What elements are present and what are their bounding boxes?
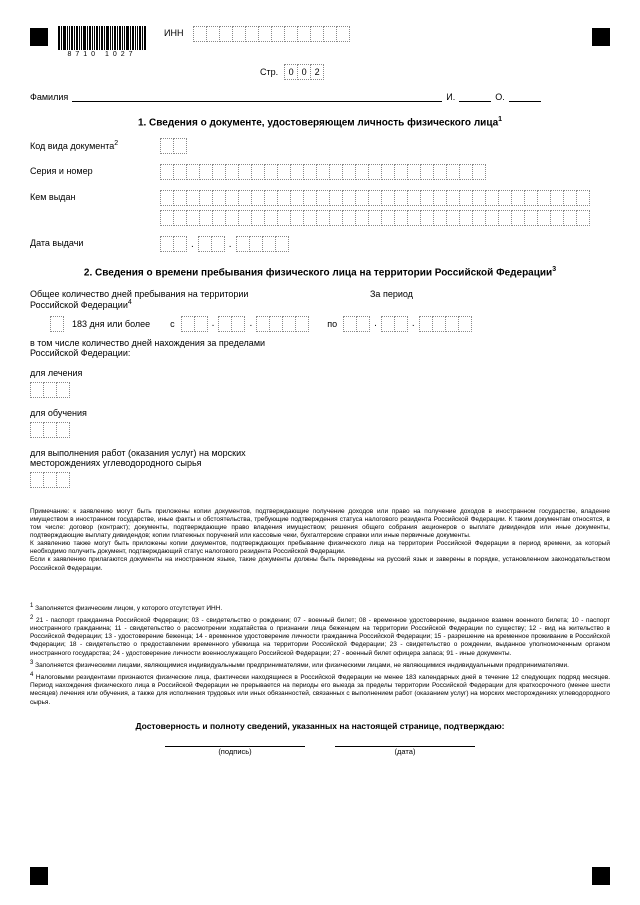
marker-top-right xyxy=(592,28,610,46)
i-line[interactable] xyxy=(459,90,491,102)
footnotes: 1 Заполняется физическим лицом, у которо… xyxy=(30,603,610,707)
code-cells[interactable] xyxy=(160,138,187,154)
page-cells: 0 0 2 xyxy=(284,64,324,80)
series-cells[interactable] xyxy=(160,164,486,180)
treatment-block: для лечения xyxy=(30,368,610,398)
confirm-title: Достоверность и полноту сведений, указан… xyxy=(30,721,610,731)
fio-row: Фамилия И. О. xyxy=(30,90,610,102)
section1-title: 1. Сведения о документе, удостоверяющем … xyxy=(30,116,610,128)
issuer-row: Кем выдан xyxy=(30,190,610,226)
days-check[interactable] xyxy=(50,316,64,332)
signature-row: (подпись) (дата) xyxy=(30,737,610,756)
period-row: 183 дня или более с . . по . . xyxy=(30,316,610,332)
work-cells[interactable] xyxy=(30,472,610,488)
o-line[interactable] xyxy=(509,90,541,102)
inn-label: ИНН xyxy=(164,28,183,38)
period-label: За период xyxy=(370,289,413,299)
signature-line[interactable] xyxy=(165,737,305,747)
treatment-cells[interactable] xyxy=(30,382,610,398)
section2-title: 2. Сведения о времени пребывания физичес… xyxy=(30,266,610,278)
issuer-cells[interactable] xyxy=(160,190,590,226)
study-block: для обучения xyxy=(30,408,610,438)
header: 8710 1027 ИНН xyxy=(58,26,610,58)
o-label: О. xyxy=(495,92,505,102)
page-label: Стр. xyxy=(260,67,278,77)
note-text: Примечание: к заявлению могут быть прило… xyxy=(30,508,610,573)
outside-label: в том числе количество дней нахождения з… xyxy=(30,338,290,358)
from-date[interactable]: . . xyxy=(181,316,310,332)
work-block: для выполнения работ (оказания услуг) на… xyxy=(30,448,610,488)
study-cells[interactable] xyxy=(30,422,610,438)
surname-label: Фамилия xyxy=(30,92,68,102)
barcode: 8710 1027 xyxy=(58,26,146,58)
page-row: Стр. 0 0 2 xyxy=(260,64,610,80)
code-row: Код вида документа2 xyxy=(30,138,610,154)
surname-line[interactable] xyxy=(72,90,442,102)
inn-cells[interactable] xyxy=(193,26,350,42)
barcode-number: 8710 1027 xyxy=(58,51,146,58)
date-row: Дата выдачи . . xyxy=(30,236,610,252)
date-line[interactable] xyxy=(335,737,475,747)
marker-bottom-left xyxy=(30,867,48,885)
marker-bottom-right xyxy=(592,867,610,885)
i-label: И. xyxy=(446,92,455,102)
marker-top-left xyxy=(30,28,48,46)
total-days-row: Общее количество дней пребывания на терр… xyxy=(30,289,610,310)
series-row: Серия и номер xyxy=(30,164,610,180)
date-cells[interactable]: . . xyxy=(160,236,289,252)
to-date[interactable]: . . xyxy=(343,316,472,332)
